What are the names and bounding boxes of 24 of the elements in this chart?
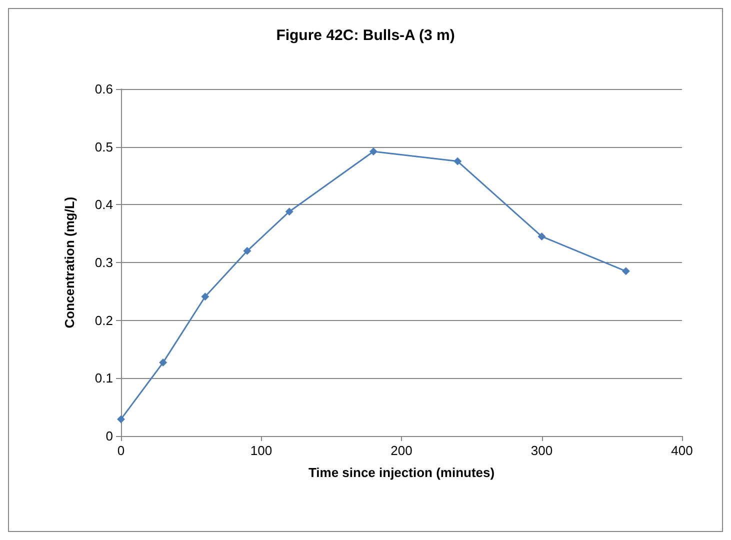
x-tick-label: 400 [671, 443, 693, 458]
point [538, 232, 546, 240]
point [201, 292, 210, 301]
y-axis-title: Concentration (mg/L) [62, 196, 77, 328]
y-tick-label: 0 [106, 428, 113, 444]
point [117, 415, 125, 424]
point [622, 267, 630, 276]
y-tick-label: 0.5 [94, 139, 113, 154]
x-tick-label: 200 [390, 443, 412, 458]
x-tick-label: 300 [530, 443, 553, 458]
point [243, 246, 252, 255]
chart-title: Figure 42C: Bulls-A (3 m) [276, 27, 455, 44]
y-tick-label: 0.3 [94, 255, 113, 270]
x-tick-label: 100 [250, 443, 272, 458]
x-tick-label: 0 [117, 443, 125, 458]
point [159, 358, 168, 367]
y-tick-label: 0.4 [94, 197, 113, 212]
x-axis-title: Time since injection (minutes) [308, 465, 495, 480]
point [369, 147, 378, 156]
point [285, 208, 294, 216]
y-tick-label: 0.1 [94, 370, 113, 386]
point [454, 157, 462, 166]
y-tick-label: 0.6 [94, 82, 113, 96]
y-tick-label: 0.2 [94, 312, 113, 328]
